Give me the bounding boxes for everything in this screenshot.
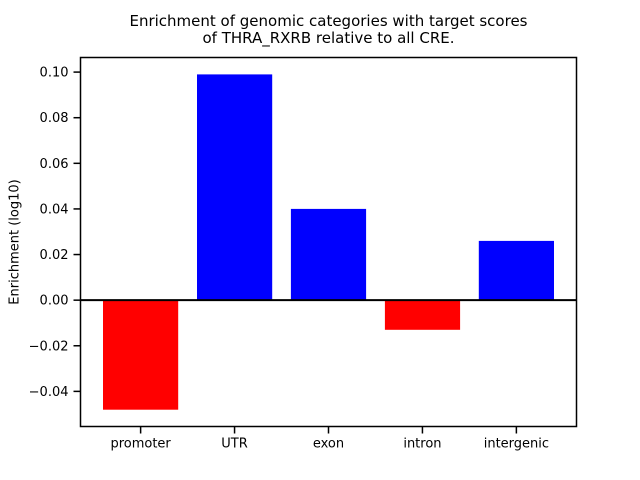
x-tick-label-exon: exon — [313, 437, 344, 452]
x-tick-label-promoter: promoter — [110, 437, 171, 452]
y-tick-label: 0.08 — [40, 111, 69, 126]
bar-intron — [384, 300, 461, 330]
y-tick-label: −0.02 — [29, 339, 69, 354]
y-tick-label: 0.10 — [40, 66, 69, 81]
y-tick-label: −0.04 — [29, 385, 69, 400]
y-tick-label: 0.02 — [40, 248, 69, 263]
bar-exon — [290, 208, 367, 301]
x-tick-label-intron: intron — [403, 437, 441, 452]
x-tick-label-intergenic: intergenic — [484, 437, 549, 452]
y-axis-label: Enrichment (log10) — [7, 179, 23, 305]
y-tick-label: 0.00 — [40, 294, 69, 309]
chart-title-line2: of THRA_RXRB relative to all CRE. — [202, 28, 455, 47]
y-tick-label: 0.06 — [40, 157, 69, 172]
chart-title: Enrichment of genomic categories with ta… — [80, 13, 577, 46]
y-tick-label: 0.04 — [40, 202, 69, 217]
x-tick-label-UTR: UTR — [221, 437, 248, 452]
bar-intergenic — [478, 240, 554, 301]
bar-promoter — [103, 300, 179, 410]
bar-UTR — [197, 74, 273, 301]
chart-title-line1: Enrichment of genomic categories with ta… — [129, 12, 528, 30]
